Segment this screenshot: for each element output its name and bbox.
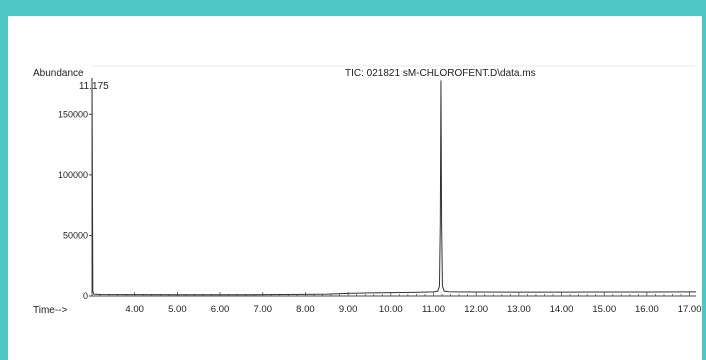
x-tick-label: 12.00	[464, 304, 488, 315]
y-tick-label: 0	[83, 291, 88, 301]
x-tick-label: 7.00	[253, 304, 272, 315]
window-left-border	[0, 0, 8, 360]
x-tick-label: 11.00	[422, 304, 445, 315]
x-tick-label: 4.00	[125, 304, 144, 315]
y-tick-label: 100000	[58, 170, 88, 180]
x-tick-label: 17.00	[678, 304, 702, 315]
x-tick-label: 6.00	[211, 304, 230, 315]
y-tick-label: 50000	[63, 230, 88, 240]
x-tick-label: 14.00	[550, 304, 574, 315]
x-tick-label: 16.00	[635, 304, 659, 315]
x-tick-label: 13.00	[507, 304, 531, 315]
chart-title: TIC: 021821 sM-CHLOROFENT.D\data.ms	[345, 68, 536, 79]
y-axis-label: Abundance	[33, 68, 84, 79]
x-tick-label: 15.00	[592, 304, 616, 315]
x-tick-label: 8.00	[296, 304, 315, 315]
x-tick-label: 5.00	[168, 304, 187, 315]
x-tick-label: 10.00	[379, 304, 403, 315]
x-axis-label: Time-->	[33, 305, 68, 316]
window-top-bar	[0, 0, 706, 16]
tic-trace-line	[91, 77, 696, 296]
x-tick-label: 9.00	[339, 304, 358, 315]
peak-label: 11.175	[79, 81, 109, 92]
window-right-border	[702, 0, 706, 360]
y-tick-label: 150000	[58, 109, 88, 119]
